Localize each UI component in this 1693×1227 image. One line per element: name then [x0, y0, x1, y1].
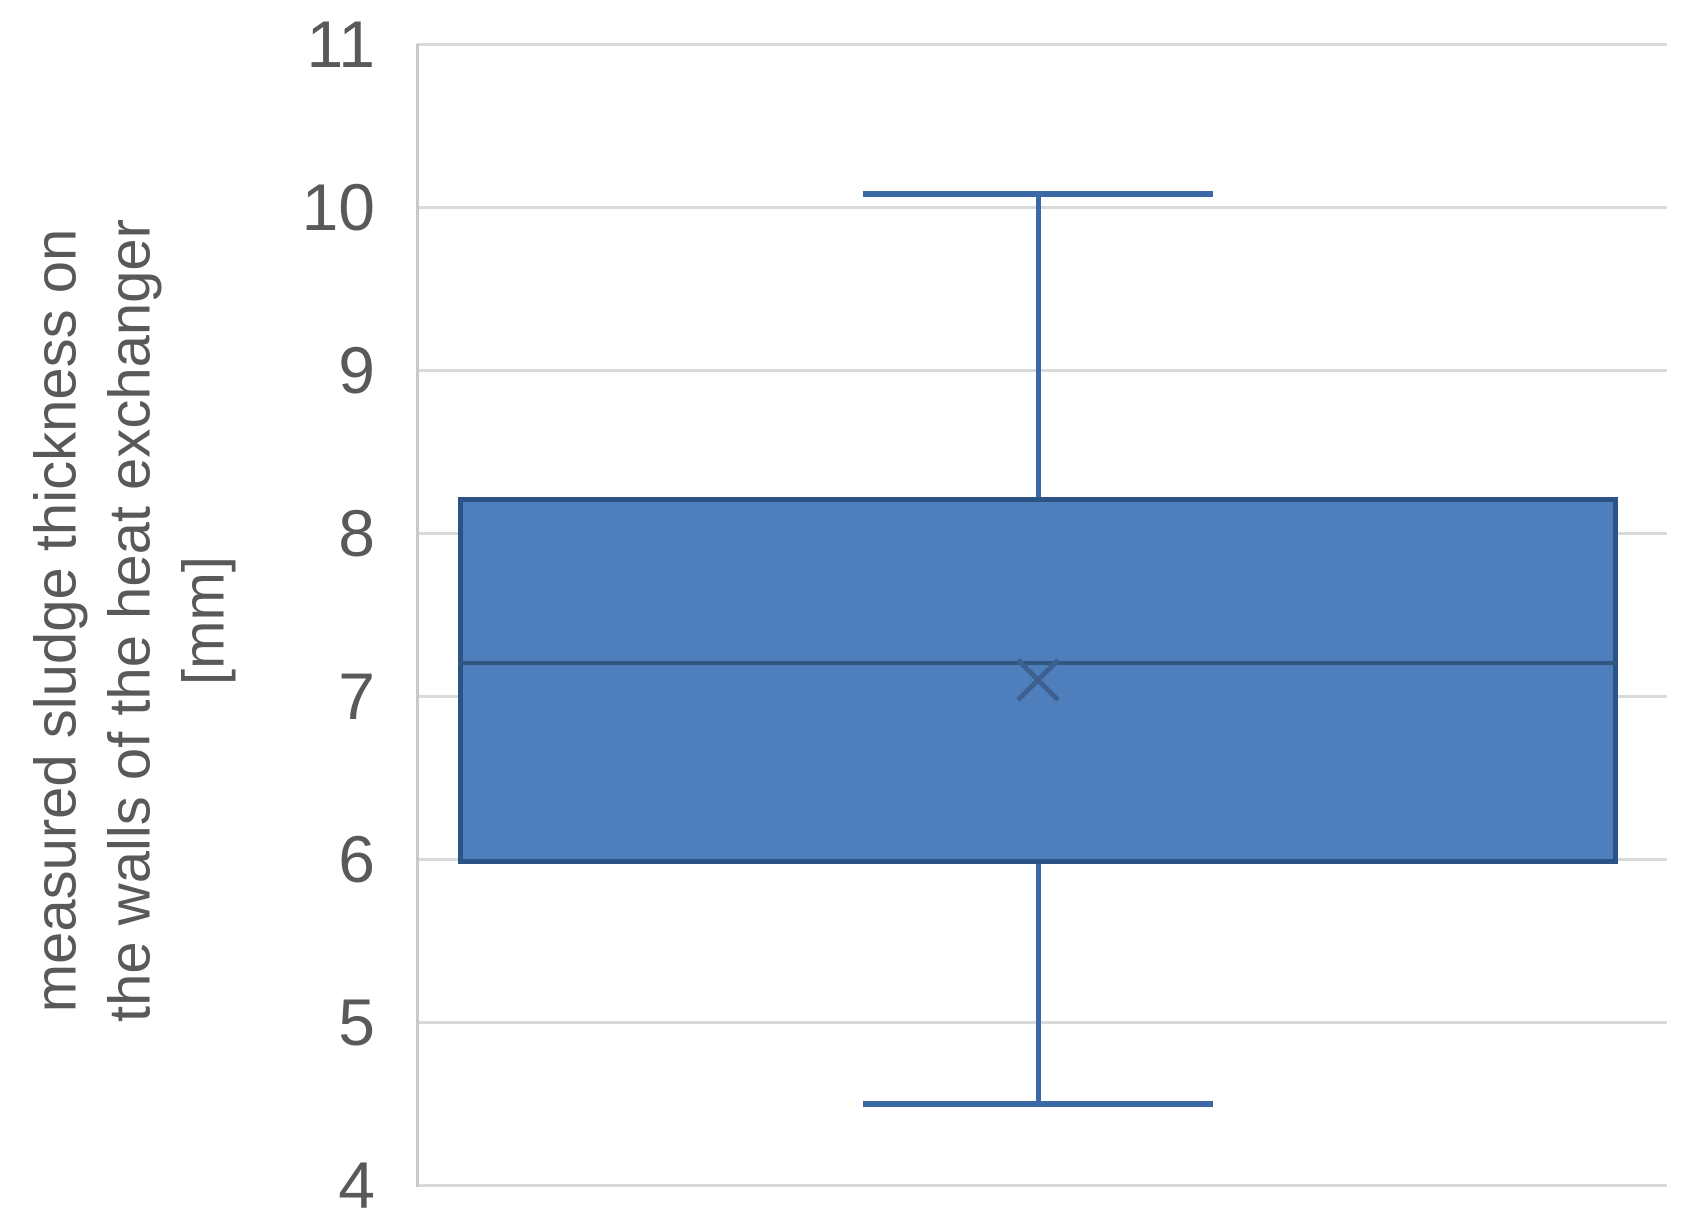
gridline — [417, 1020, 1667, 1024]
mean-marker-icon — [1014, 656, 1062, 704]
gridline — [417, 205, 1667, 209]
whisker-cap-upper — [863, 190, 1213, 197]
whisker-cap-lower — [863, 1100, 1213, 1107]
whisker-upper — [1035, 193, 1041, 498]
y-axis-tick-label: 9 — [338, 333, 375, 407]
y-axis-tick-label: 5 — [338, 985, 375, 1059]
whisker-lower — [1035, 863, 1041, 1104]
gridline — [417, 368, 1667, 372]
y-axis-tick-label: 10 — [301, 170, 375, 244]
y-axis-tick-label: 4 — [338, 1148, 375, 1222]
y-axis-line — [416, 44, 419, 1187]
gridline — [417, 1183, 1667, 1187]
gridline — [417, 42, 1667, 46]
median-line — [458, 661, 1618, 666]
y-axis-tick-label: 11 — [306, 7, 375, 81]
y-axis-tick-label: 7 — [338, 659, 375, 733]
y-axis-tick-label: 8 — [338, 496, 375, 570]
y-axis-tick-label: 6 — [338, 822, 375, 896]
